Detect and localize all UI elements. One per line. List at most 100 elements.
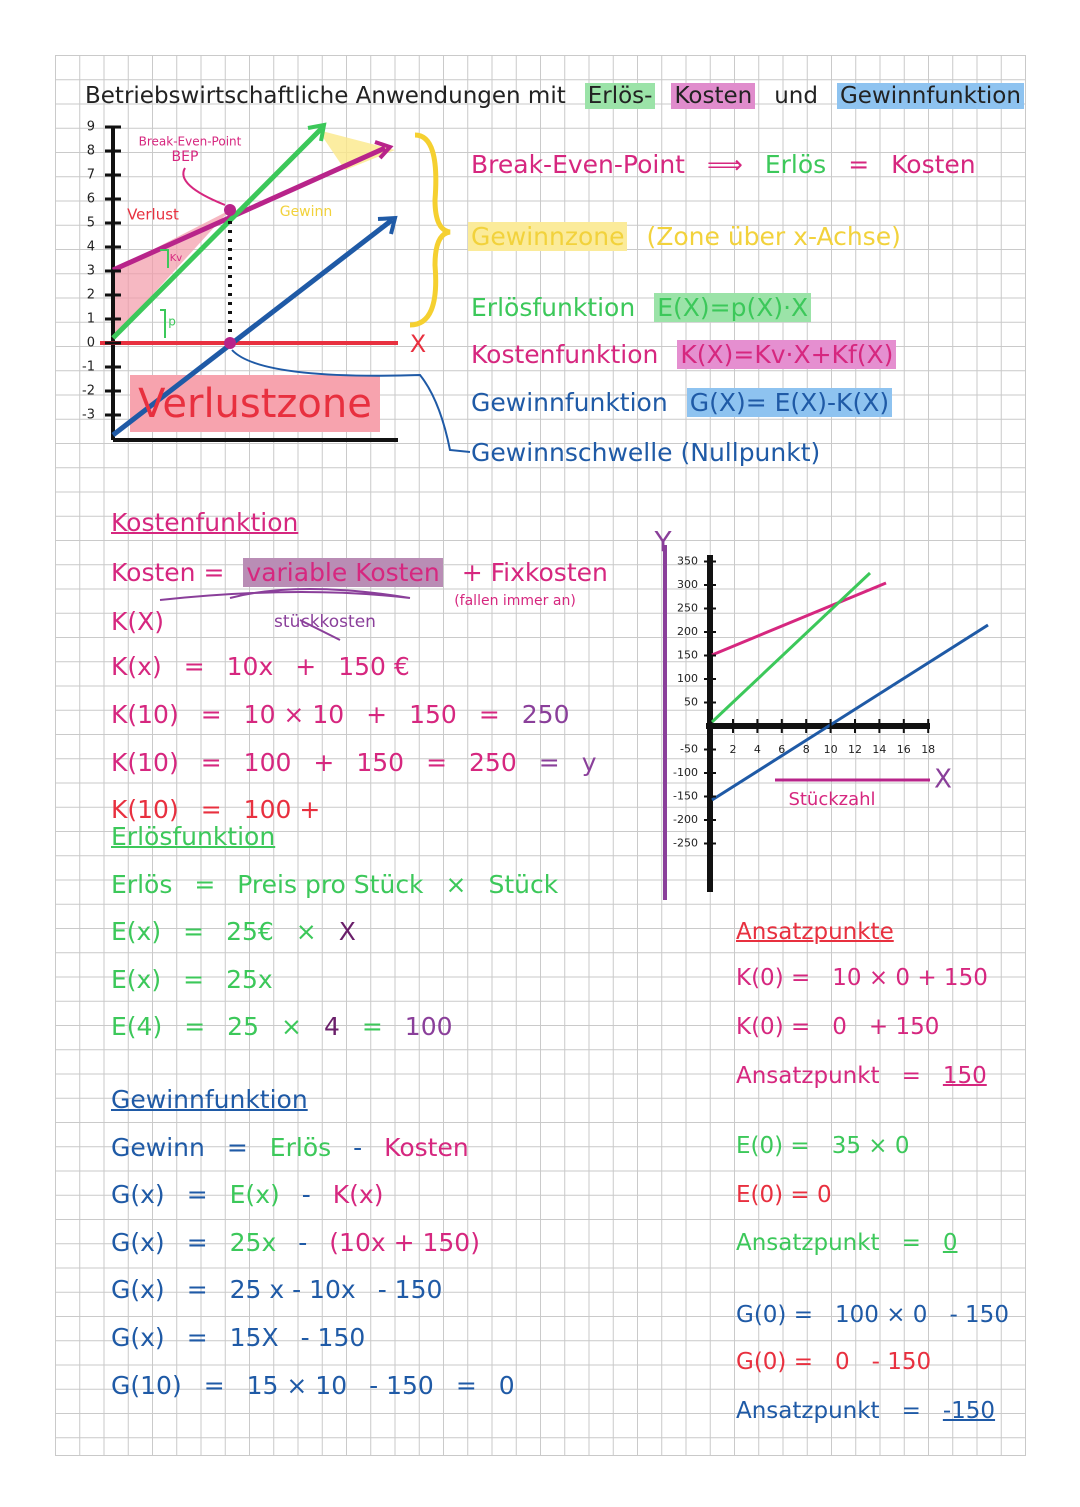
text-segment: +	[366, 700, 388, 729]
text-segment: 150	[409, 700, 457, 729]
text-line: Ansatzpunkt = 0	[733, 1228, 977, 1258]
sketch-label: X	[410, 330, 426, 358]
y-tick-label: 200	[677, 625, 698, 638]
text-segment: -	[301, 1180, 311, 1209]
text-segment: 35 × 0	[831, 1133, 910, 1159]
text-segment: 100 × 0	[835, 1302, 928, 1328]
text-segment: Erlös-	[584, 83, 656, 109]
y-tick-label: -50	[680, 743, 698, 756]
text-segment: Gewinnfunktion	[471, 388, 668, 417]
text-line: G(x) = 25x - (10x + 150)	[108, 1228, 499, 1258]
text-segment: E(4)	[111, 1012, 163, 1041]
text-segment: =	[848, 150, 870, 179]
text-segment: 150	[942, 1063, 987, 1089]
arrow-head	[374, 140, 394, 160]
text-segment: =	[203, 1371, 225, 1400]
sketch-label: Gewinn	[280, 204, 333, 220]
text-segment: -150	[942, 1398, 996, 1424]
text-segment: K(0) =	[736, 965, 811, 991]
y-tick-label: 7	[87, 168, 95, 183]
text-line: G(10) = 15 × 10 - 150 = 0	[108, 1371, 534, 1401]
text-segment: +	[313, 748, 335, 777]
y-tick-label: 8	[87, 144, 95, 159]
text-segment: =	[901, 1063, 921, 1089]
text-segment: Gewinnfunktion	[111, 1085, 308, 1114]
text-line: Kostenfunktion	[108, 508, 317, 538]
text-segment: - 150	[369, 1371, 434, 1400]
profit-line	[111, 218, 394, 437]
text-segment: Kosten	[384, 1133, 469, 1162]
text-line: G(x) = 25 x - 10x - 150	[108, 1275, 461, 1305]
text-segment: Kosten	[671, 83, 756, 109]
text-line: Ansatzpunkt = -150	[733, 1396, 1014, 1426]
text-segment: Erlös	[269, 1133, 332, 1162]
text-line: G(x) = E(x) - K(x)	[108, 1180, 402, 1210]
text-segment: =	[200, 795, 222, 824]
bep-point	[224, 204, 236, 216]
text-segment: 0	[498, 1371, 515, 1400]
text-segment: Kosten	[891, 150, 976, 179]
text-line: K(0) = 0 + 150	[733, 1012, 958, 1042]
text-segment: Erlös	[111, 870, 173, 899]
note: stückkosten	[274, 612, 376, 632]
text-segment: =	[183, 917, 205, 946]
text-line: E(0) = 0	[733, 1180, 851, 1210]
text-segment: E(x)	[111, 917, 162, 946]
x-tick-label: 6	[778, 743, 785, 756]
text-segment: =	[901, 1398, 921, 1424]
text-segment: 150	[356, 748, 405, 777]
text-line: Gewinnfunktion	[108, 1085, 327, 1115]
text-line: K(10) = 100 +	[108, 795, 339, 825]
x-tick-label: 8	[803, 743, 810, 756]
text-line: Break-Even-Point ⟹ Erlös = Kosten	[468, 150, 995, 180]
text-segment: K(x)	[332, 1180, 384, 1209]
text-segment: Gewinn	[111, 1133, 205, 1162]
text-segment: G(X)= E(X)-K(X)	[686, 388, 893, 417]
text-segment: - 150	[300, 1323, 366, 1352]
axis-label: Y	[653, 525, 672, 558]
text-segment: und	[774, 83, 818, 109]
slope-marks	[160, 249, 169, 338]
y-tick-label: 350	[677, 555, 698, 568]
note: (fallen immer an)	[454, 593, 576, 609]
text-segment: 0	[942, 1230, 958, 1256]
text-segment: Gewinnschwelle (Nullpunkt)	[471, 438, 821, 467]
text-segment: 25x	[226, 965, 273, 994]
text-segment: =	[361, 1012, 383, 1041]
text-segment: - 150	[377, 1275, 443, 1304]
text-line: E(x) = 25€ × X	[108, 917, 375, 947]
profit-line	[711, 623, 989, 802]
bracket	[409, 132, 451, 328]
text-segment: 25	[227, 1012, 259, 1041]
text-segment: 0	[835, 1349, 850, 1375]
text-segment: Betriebswirtschaftliche Anwendungen mit	[85, 83, 566, 109]
text-segment: Gewinnfunktion	[836, 83, 1024, 109]
y-tick-label: 250	[677, 602, 698, 615]
y-tick-label: 150	[677, 649, 698, 662]
text-segment: Kostenfunktion	[471, 340, 659, 369]
text-segment: y	[581, 748, 597, 777]
text-segment: -	[298, 1228, 308, 1257]
text-segment: Erlösfunktion	[471, 293, 636, 322]
y-tick-label: -2	[82, 384, 95, 399]
text-segment: E(x)	[229, 1180, 280, 1209]
text-segment: 25x	[229, 1228, 277, 1257]
y-tick-label: 300	[677, 578, 698, 591]
y-tick-label: 3	[87, 264, 95, 279]
text-line: K(10) = 100 +150 = 250 = y	[108, 748, 615, 778]
text-segment: K(X)=Kv·X+Kf(X)	[677, 340, 897, 369]
text-segment: K(x)	[111, 652, 162, 681]
text-segment: Kostenfunktion	[111, 508, 299, 537]
x-tick-label: 4	[754, 743, 761, 756]
axis-label: X	[934, 765, 952, 795]
text-line: Gewinn = Erlös - Kosten	[108, 1133, 488, 1163]
text-segment: =	[426, 748, 448, 777]
text-segment: Ansatzpunkt	[736, 1063, 880, 1089]
text-line: Ansatzpunkte	[733, 917, 913, 947]
x-tick-label: 18	[921, 743, 935, 756]
text-segment: K(10)	[111, 795, 179, 824]
text-segment: 25 x - 10x	[229, 1275, 356, 1304]
